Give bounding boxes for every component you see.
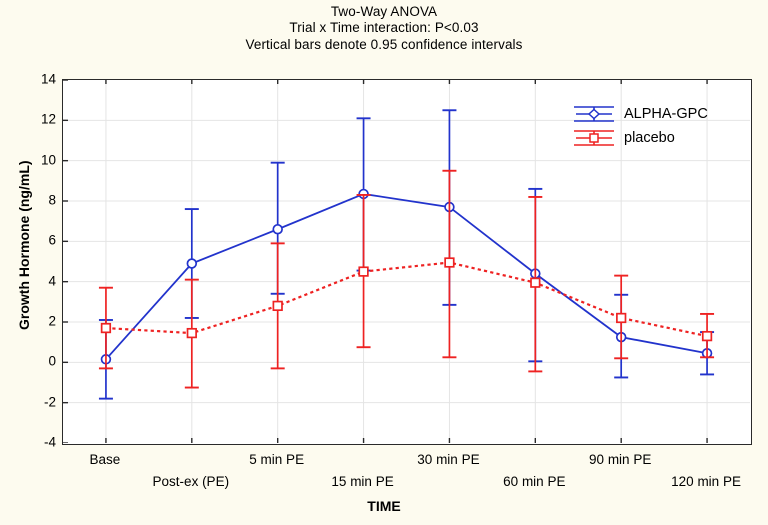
y-tick-label: 8 — [48, 192, 56, 208]
y-tick-label: -4 — [43, 434, 56, 450]
x-tick-label: 90 min PE — [589, 452, 652, 467]
x-tick-label: 120 min PE — [671, 474, 741, 489]
y-tick-label: 6 — [48, 232, 56, 248]
chart-title-line-3: Vertical bars denote 0.95 confidence int… — [245, 36, 523, 52]
y-tick-label: 14 — [40, 71, 56, 87]
x-tick-label: Base — [89, 452, 121, 467]
legend-label-alpha-gpc: ALPHA-GPC — [624, 106, 708, 122]
chart-title-block: Two-Way ANOVA Trial x Time interaction: … — [0, 4, 768, 53]
legend-marker-square-icon — [574, 130, 614, 146]
x-tick-label: 15 min PE — [331, 474, 394, 489]
y-tick-label: 4 — [48, 273, 56, 289]
x-tick-label: 60 min PE — [503, 474, 566, 489]
y-tick-label: 10 — [40, 152, 56, 168]
legend-item-placebo[interactable]: placebo — [572, 126, 708, 150]
y-tick-label: 12 — [40, 111, 56, 127]
y-tick-label: 0 — [48, 353, 56, 369]
y-tick-label: -2 — [43, 394, 56, 410]
chart-title-line-2: Trial x Time interaction: P<0.03 — [289, 20, 479, 36]
x-tick-label: 5 min PE — [249, 452, 305, 467]
x-tick-label: Post-ex (PE) — [152, 474, 230, 489]
legend-item-alpha-gpc[interactable]: ALPHA-GPC — [572, 102, 708, 126]
legend-label-placebo: placebo — [624, 130, 675, 146]
chart-title-line-1: Two-Way ANOVA — [330, 4, 438, 19]
y-tick-label: 2 — [48, 313, 56, 329]
plot-svg — [63, 80, 750, 443]
legend-marker-diamond-icon — [574, 106, 614, 122]
x-tick-label: 30 min PE — [417, 452, 480, 467]
chart-legend: ALPHA-GPC placebo — [572, 102, 708, 150]
plot-area — [62, 79, 752, 445]
x-axis-label: TIME — [367, 498, 401, 514]
